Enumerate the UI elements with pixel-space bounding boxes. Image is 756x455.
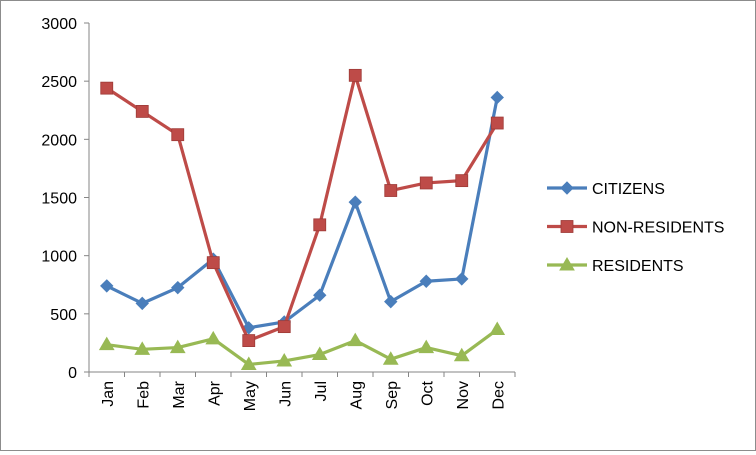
legend-label: RESIDENTS bbox=[592, 258, 684, 275]
x-tick-label: Sep bbox=[384, 381, 401, 410]
data-point bbox=[311, 346, 328, 361]
data-point bbox=[135, 105, 149, 118]
data-point bbox=[348, 68, 362, 82]
y-tick-label: 3000 bbox=[41, 16, 77, 33]
data-point bbox=[134, 341, 151, 355]
y-tick-label: 2000 bbox=[41, 132, 77, 149]
legend-item-residents: RESIDENTS bbox=[547, 257, 684, 275]
data-point bbox=[98, 336, 115, 351]
x-tick-label: Apr bbox=[206, 380, 223, 406]
x-tick-label: Jun bbox=[277, 381, 294, 407]
data-point bbox=[313, 288, 327, 302]
data-point bbox=[382, 351, 399, 365]
x-tick-label: May bbox=[242, 381, 259, 411]
data-point bbox=[276, 352, 293, 367]
data-point bbox=[455, 272, 469, 286]
x-tick-label: Dec bbox=[490, 381, 507, 409]
x-tick-label: Nov bbox=[455, 381, 472, 409]
data-point bbox=[100, 81, 114, 95]
data-point bbox=[489, 321, 506, 336]
legend-item-citizens: CITIZENS bbox=[547, 181, 665, 198]
series-residents bbox=[98, 321, 506, 370]
data-point bbox=[135, 296, 149, 311]
data-point bbox=[384, 294, 398, 309]
x-tick-label: Aug bbox=[348, 381, 365, 409]
legend-label: CITIZENS bbox=[592, 181, 665, 198]
x-tick-label: Feb bbox=[135, 381, 152, 409]
data-point bbox=[347, 332, 364, 347]
series-line bbox=[105, 73, 499, 343]
x-tick-label: Mar bbox=[171, 380, 188, 408]
data-point bbox=[277, 320, 291, 334]
data-point bbox=[169, 339, 186, 354]
data-point bbox=[490, 90, 504, 105]
data-point bbox=[171, 280, 185, 295]
series-non-residents bbox=[100, 68, 504, 347]
data-point bbox=[384, 184, 398, 197]
data-point bbox=[313, 218, 327, 232]
x-tick-label: Oct bbox=[419, 380, 436, 405]
y-tick-label: 2500 bbox=[41, 74, 77, 91]
series-line bbox=[106, 97, 499, 330]
y-tick-label: 0 bbox=[68, 365, 77, 382]
data-point bbox=[453, 347, 470, 362]
y-tick-label: 500 bbox=[50, 307, 77, 324]
data-point bbox=[206, 256, 220, 270]
series-line bbox=[106, 328, 499, 367]
series-citizens bbox=[100, 90, 504, 335]
data-point bbox=[242, 334, 256, 347]
data-point bbox=[419, 176, 433, 190]
data-point bbox=[100, 279, 114, 293]
legend-label: NON-RESIDENTS bbox=[592, 220, 724, 237]
data-point bbox=[348, 195, 362, 209]
legend-marker bbox=[560, 220, 574, 233]
data-point bbox=[240, 356, 257, 370]
data-point bbox=[205, 330, 222, 345]
x-tick-label: Jul bbox=[313, 381, 330, 401]
data-point bbox=[455, 174, 469, 188]
legend-item-non-residents: NON-RESIDENTS bbox=[547, 220, 724, 237]
data-point bbox=[419, 274, 433, 288]
data-point bbox=[490, 116, 504, 130]
y-tick-label: 1000 bbox=[41, 249, 77, 266]
legend-marker bbox=[560, 181, 574, 195]
legend-marker bbox=[559, 257, 575, 271]
data-point bbox=[171, 128, 185, 142]
x-tick-label: Jan bbox=[100, 381, 117, 407]
data-point bbox=[418, 339, 435, 354]
y-tick-label: 1500 bbox=[41, 191, 77, 208]
